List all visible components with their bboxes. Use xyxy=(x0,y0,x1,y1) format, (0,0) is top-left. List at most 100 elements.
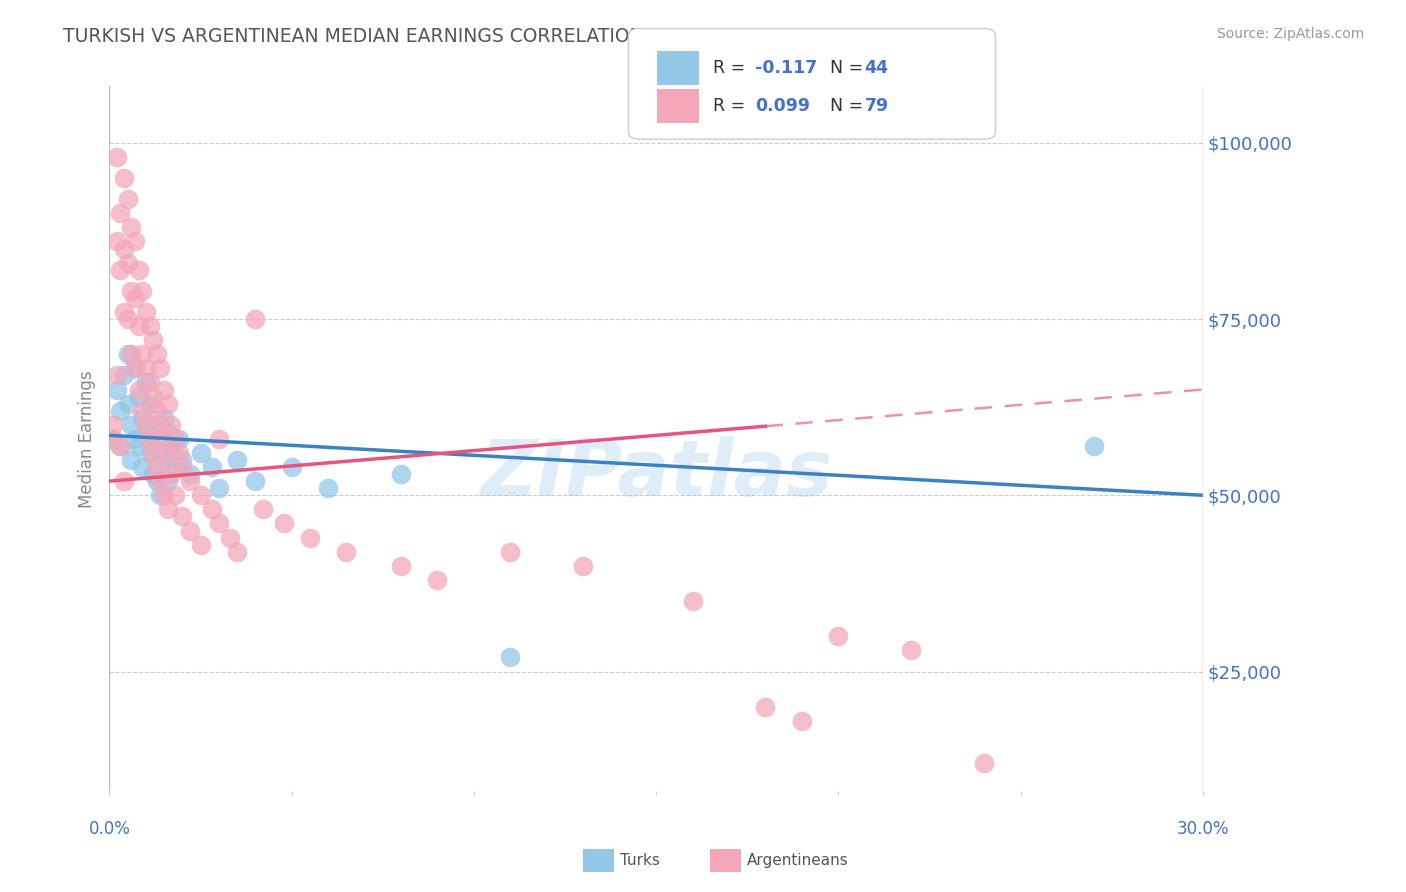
Text: Source: ZipAtlas.com: Source: ZipAtlas.com xyxy=(1216,27,1364,41)
Point xyxy=(252,502,274,516)
Point xyxy=(172,509,194,524)
Point xyxy=(190,488,212,502)
Text: N =: N = xyxy=(830,97,869,115)
Point xyxy=(120,220,142,235)
Point xyxy=(131,284,153,298)
Point xyxy=(131,403,153,417)
Point xyxy=(156,474,179,488)
Text: N =: N = xyxy=(830,59,869,77)
Point xyxy=(135,361,157,376)
Point xyxy=(138,319,160,334)
Text: -0.117: -0.117 xyxy=(755,59,817,77)
Point xyxy=(110,403,132,417)
Point xyxy=(110,206,132,220)
Point xyxy=(112,305,135,319)
Point xyxy=(105,150,128,164)
Point xyxy=(754,699,776,714)
Point xyxy=(142,333,165,347)
Point xyxy=(124,361,146,376)
Point xyxy=(167,446,190,460)
Point xyxy=(153,488,176,502)
Point xyxy=(790,714,813,728)
Point xyxy=(218,531,240,545)
Point xyxy=(298,531,321,545)
Point xyxy=(179,524,201,538)
Point xyxy=(200,460,222,475)
Point xyxy=(138,376,160,390)
Point xyxy=(112,474,135,488)
Point xyxy=(179,467,201,482)
Point xyxy=(101,432,124,446)
Point xyxy=(165,460,187,475)
Text: R =: R = xyxy=(713,97,751,115)
Point xyxy=(226,544,249,558)
Point xyxy=(138,432,160,446)
Point xyxy=(165,488,187,502)
Point xyxy=(128,390,150,404)
Point xyxy=(135,417,157,432)
Point xyxy=(208,516,231,531)
Point xyxy=(117,255,139,269)
Y-axis label: Median Earnings: Median Earnings xyxy=(79,370,96,508)
Point xyxy=(120,417,142,432)
Point xyxy=(389,467,412,482)
Point xyxy=(245,474,267,488)
Point xyxy=(120,453,142,467)
Point xyxy=(128,383,150,397)
Point xyxy=(827,629,849,643)
Point xyxy=(105,235,128,249)
Point xyxy=(153,453,176,467)
Point xyxy=(149,417,172,432)
Point xyxy=(160,417,183,432)
Point xyxy=(153,410,176,425)
Point xyxy=(146,474,169,488)
Point xyxy=(135,305,157,319)
Text: TURKISH VS ARGENTINEAN MEDIAN EARNINGS CORRELATION CHART: TURKISH VS ARGENTINEAN MEDIAN EARNINGS C… xyxy=(63,27,713,45)
Point xyxy=(149,474,172,488)
Text: 0.099: 0.099 xyxy=(755,97,810,115)
Point xyxy=(124,291,146,305)
Point xyxy=(1083,439,1105,453)
Point xyxy=(124,361,146,376)
Point xyxy=(142,446,165,460)
Point xyxy=(138,446,160,460)
Point xyxy=(138,396,160,410)
Point xyxy=(190,538,212,552)
Point xyxy=(117,396,139,410)
Text: 0.0%: 0.0% xyxy=(89,820,131,838)
Point xyxy=(273,516,295,531)
Point xyxy=(120,284,142,298)
Point xyxy=(135,425,157,439)
Text: ZIPatlas: ZIPatlas xyxy=(479,436,832,512)
Point xyxy=(131,410,153,425)
Point xyxy=(146,432,169,446)
Point xyxy=(160,467,183,482)
Point xyxy=(335,544,357,558)
Point xyxy=(149,446,172,460)
Point xyxy=(426,573,449,587)
Point xyxy=(208,481,231,495)
Point xyxy=(572,558,595,573)
Point xyxy=(101,417,124,432)
Point xyxy=(160,439,183,453)
Point xyxy=(124,235,146,249)
Point xyxy=(149,361,172,376)
Point xyxy=(179,474,201,488)
Point xyxy=(156,396,179,410)
Point xyxy=(135,376,157,390)
Text: 30.0%: 30.0% xyxy=(1177,820,1229,838)
Point xyxy=(128,262,150,277)
Point xyxy=(973,756,995,771)
Text: Turks: Turks xyxy=(620,854,659,868)
Point xyxy=(128,319,150,334)
Point xyxy=(499,650,522,665)
Point xyxy=(117,347,139,361)
Point xyxy=(146,347,169,361)
Point xyxy=(167,432,190,446)
Point xyxy=(149,488,172,502)
Point xyxy=(101,432,124,446)
Point xyxy=(117,312,139,326)
Point xyxy=(900,643,922,657)
Point xyxy=(120,347,142,361)
Point xyxy=(245,312,267,326)
